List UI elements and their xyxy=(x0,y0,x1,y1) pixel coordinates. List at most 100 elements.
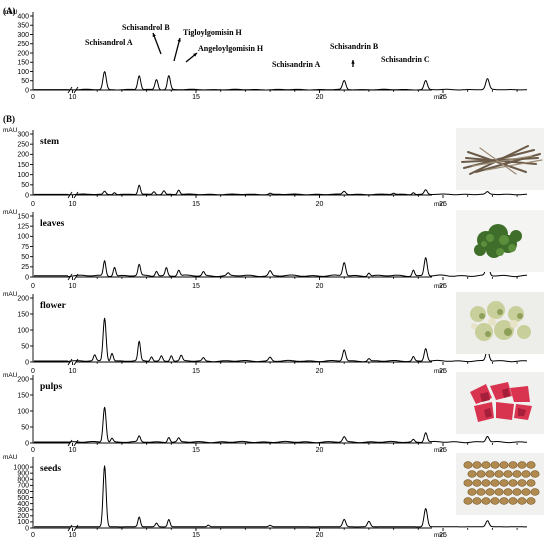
x-tick-label: 25 xyxy=(439,368,447,375)
peak-label: Schisandrol B xyxy=(122,23,170,32)
y-tick-label: 300 xyxy=(17,507,29,514)
seed-shape xyxy=(490,497,500,505)
y-tick-label: 500 xyxy=(17,495,29,502)
seed-shape xyxy=(499,461,509,469)
seeds-photo xyxy=(456,453,544,515)
seed-shape xyxy=(526,461,536,469)
x-tick-label: 20 xyxy=(316,94,324,101)
seed-shape xyxy=(521,470,531,478)
peak-label: Tigloylgomisin H xyxy=(183,28,243,37)
chromatogram-trace xyxy=(34,71,528,91)
arrow-head xyxy=(177,38,181,42)
y-unit-label: mAU xyxy=(3,9,18,16)
x-tick-label: 25 xyxy=(439,201,447,208)
chromatogram-trace xyxy=(34,184,527,196)
seed-shape xyxy=(499,479,509,487)
y-tick-label: 350 xyxy=(17,23,29,30)
sample-label: seeds xyxy=(40,464,61,474)
seed-shape xyxy=(517,479,527,487)
seed-shape xyxy=(472,479,482,487)
x-tick-label: 15 xyxy=(192,447,200,454)
pulps-photo xyxy=(456,372,544,434)
sample-label: pulps xyxy=(40,382,62,392)
y-tick-label: 125 xyxy=(17,223,29,230)
y-tick-label: 300 xyxy=(17,131,29,138)
seed-shape xyxy=(494,488,504,496)
x-unit-label: min xyxy=(434,201,445,208)
y-tick-label: 100 xyxy=(17,519,29,526)
x-unit-label: min xyxy=(434,532,445,539)
y-tick-label: 25 xyxy=(21,264,29,271)
y-unit-label: mAU xyxy=(3,291,18,298)
x-tick-label: 10 xyxy=(69,447,77,454)
y-tick-label: 1000 xyxy=(13,464,29,471)
y-tick-label: 0 xyxy=(25,274,29,281)
seed-shape xyxy=(463,461,473,469)
y-tick-label: 250 xyxy=(17,41,29,48)
x-unit-label: min xyxy=(434,447,445,454)
y-tick-label: 100 xyxy=(17,69,29,76)
y-tick-label: 150 xyxy=(17,60,29,67)
peak-label: Angeloylgomisin H xyxy=(198,44,264,53)
y-tick-label: 0 xyxy=(25,440,29,447)
y-tick-label: 0 xyxy=(25,525,29,532)
seed-shape xyxy=(521,488,531,496)
y-tick-label: 50 xyxy=(21,254,29,261)
seed-shape xyxy=(508,497,518,505)
axis-break-mark xyxy=(73,439,79,447)
panel-reference: (A)mAU 0 50 100 150 200 250 300 350 400 0 10 15 20 25m… xyxy=(3,6,528,101)
x-unit-label: min xyxy=(434,368,445,375)
axis-break-mark xyxy=(67,273,73,281)
y-tick-label: 0 xyxy=(25,359,29,366)
chromatogram-trace xyxy=(34,406,527,444)
seed-shape xyxy=(490,461,500,469)
y-tick-label: 50 xyxy=(21,343,29,350)
chromatogram-trace xyxy=(34,317,528,363)
y-tick-label: 600 xyxy=(17,489,29,496)
y-tick-label: 200 xyxy=(17,513,29,520)
peak-arrow xyxy=(152,32,162,55)
seed-shape xyxy=(472,497,482,505)
x-tick-label: 10 xyxy=(69,368,77,375)
axis-break-mark xyxy=(73,358,79,366)
x-tick-label: 10 xyxy=(69,201,77,208)
seed-shape xyxy=(485,488,495,496)
y-tick-label: 200 xyxy=(17,295,29,302)
y-tick-label: 700 xyxy=(17,483,29,490)
y-unit-label: mAU xyxy=(3,209,18,216)
stem-photo xyxy=(456,128,544,190)
x-tick-label: 15 xyxy=(192,283,200,290)
seed-shape xyxy=(530,488,540,496)
seed-shape xyxy=(481,479,491,487)
x-tick-label: 0 xyxy=(31,532,35,539)
x-tick-label: 15 xyxy=(192,201,200,208)
x-tick-label: 25 xyxy=(439,94,447,101)
y-tick-label: 100 xyxy=(17,408,29,415)
seed-shape xyxy=(476,470,486,478)
seed-shape xyxy=(472,461,482,469)
y-tick-label: 200 xyxy=(17,152,29,159)
seed-shape xyxy=(485,470,495,478)
y-tick-label: 150 xyxy=(17,162,29,169)
x-tick-label: 25 xyxy=(439,532,447,539)
sample-label: stem xyxy=(40,137,59,147)
seed-shape xyxy=(526,497,536,505)
seed-shape xyxy=(517,497,527,505)
peak-arrow xyxy=(173,37,181,62)
sample-label: flower xyxy=(40,301,67,311)
seed-shape xyxy=(499,497,509,505)
sample-label: leaves xyxy=(40,219,65,229)
panel-label: (A) xyxy=(3,6,16,16)
x-unit-label: min xyxy=(434,94,445,101)
seed-shape xyxy=(463,497,473,505)
y-unit-label: mAU xyxy=(3,127,18,134)
axis-break-mark xyxy=(67,439,73,447)
y-tick-label: 800 xyxy=(17,477,29,484)
axis-break-mark xyxy=(67,524,73,532)
y-unit-label: mAU xyxy=(3,454,18,461)
x-tick-label: 0 xyxy=(31,368,35,375)
y-tick-label: 100 xyxy=(17,172,29,179)
x-tick-label: 20 xyxy=(316,283,324,290)
